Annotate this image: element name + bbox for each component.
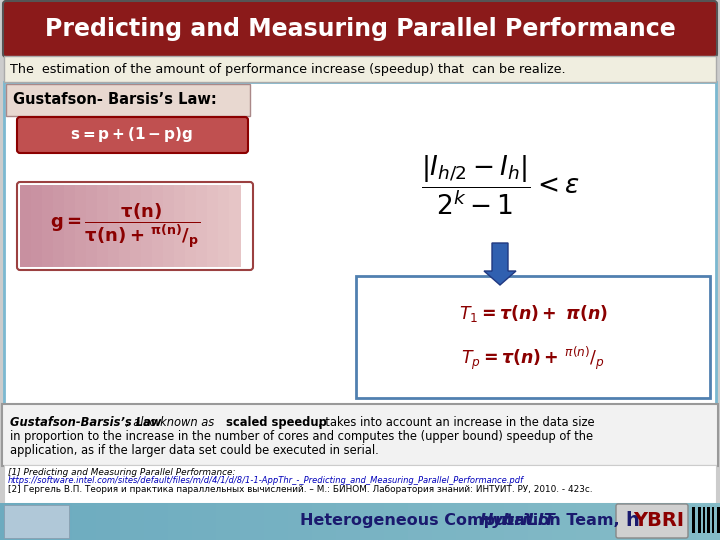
Text: $\dfrac{|I_{h/2} - I_h|}{2^k - 1} < \varepsilon$: $\dfrac{|I_{h/2} - I_h|}{2^k - 1} < \var… xyxy=(420,153,580,217)
Bar xyxy=(24,503,48,540)
Bar xyxy=(97,185,109,267)
FancyBboxPatch shape xyxy=(2,404,718,466)
Text: YBRI: YBRI xyxy=(633,511,684,530)
Bar xyxy=(196,185,208,267)
Text: $\boldsymbol{T_p = \tau(n)+\,^{\pi(n)}/_{p}}$: $\boldsymbol{T_p = \tau(n)+\,^{\pi(n)}/_… xyxy=(461,345,605,372)
Bar xyxy=(480,503,504,540)
Text: [1] Predicting and Measuring Parallel Performance:: [1] Predicting and Measuring Parallel Pe… xyxy=(8,468,235,477)
Bar xyxy=(336,503,360,540)
Bar xyxy=(119,185,131,267)
Bar xyxy=(108,185,120,267)
Text: HybriLIT: HybriLIT xyxy=(480,514,556,529)
Bar xyxy=(185,185,197,267)
Bar xyxy=(600,503,624,540)
Bar xyxy=(4,465,716,503)
Bar xyxy=(696,503,720,540)
Bar xyxy=(163,185,175,267)
FancyArrow shape xyxy=(484,243,516,285)
Text: , takes into account an increase in the data size: , takes into account an increase in the … xyxy=(318,416,595,429)
Text: https://software.intel.com/sites/default/files/m/d/4/1/d/8/1-1-AppThr_-_Predicti: https://software.intel.com/sites/default… xyxy=(8,476,524,485)
Bar xyxy=(312,503,336,540)
Bar xyxy=(528,503,552,540)
Bar xyxy=(648,503,672,540)
Bar xyxy=(552,503,576,540)
Bar xyxy=(4,82,716,405)
Bar xyxy=(288,503,312,540)
Bar xyxy=(86,185,98,267)
FancyBboxPatch shape xyxy=(17,117,248,153)
Bar xyxy=(672,503,696,540)
Bar xyxy=(712,507,714,533)
Bar xyxy=(707,507,710,533)
Bar xyxy=(716,507,719,533)
Bar xyxy=(0,503,720,540)
Bar xyxy=(31,185,43,267)
Text: scaled speedup: scaled speedup xyxy=(226,416,327,429)
FancyBboxPatch shape xyxy=(356,276,710,398)
Bar xyxy=(216,503,240,540)
Bar xyxy=(218,185,230,267)
Bar xyxy=(141,185,153,267)
Bar xyxy=(152,185,164,267)
Text: Gustafson-Barsis’s Law: Gustafson-Barsis’s Law xyxy=(10,416,161,429)
Text: The  estimation of the amount of performance increase (speedup) that  can be rea: The estimation of the amount of performa… xyxy=(10,63,566,76)
FancyBboxPatch shape xyxy=(6,84,250,116)
Bar xyxy=(53,185,65,267)
Text: $\mathbf{s = p + (1-p)g}$: $\mathbf{s = p + (1-p)g}$ xyxy=(71,125,194,145)
Bar xyxy=(504,503,528,540)
Bar xyxy=(75,185,87,267)
Text: h: h xyxy=(625,511,639,530)
Text: in proportion to the increase in the number of cores and computes the (upper bou: in proportion to the increase in the num… xyxy=(10,430,593,443)
Text: , also known as: , also known as xyxy=(126,416,218,429)
Bar xyxy=(42,185,54,267)
Bar xyxy=(0,503,24,540)
Bar xyxy=(360,503,384,540)
Bar xyxy=(624,503,648,540)
Bar xyxy=(144,503,168,540)
Bar xyxy=(192,503,216,540)
Bar xyxy=(240,503,264,540)
Bar xyxy=(576,503,600,540)
Bar xyxy=(4,505,69,538)
Bar xyxy=(168,503,192,540)
Bar xyxy=(456,503,480,540)
FancyBboxPatch shape xyxy=(616,504,688,538)
Bar xyxy=(96,503,120,540)
Text: $\boldsymbol{T_1 = \tau(n)+\ \pi(n)}$: $\boldsymbol{T_1 = \tau(n)+\ \pi(n)}$ xyxy=(459,302,608,323)
Bar xyxy=(130,185,142,267)
Bar xyxy=(174,185,186,267)
Bar xyxy=(72,503,96,540)
Bar xyxy=(207,185,219,267)
Bar xyxy=(20,185,32,267)
Bar xyxy=(64,185,76,267)
Bar xyxy=(384,503,408,540)
Bar xyxy=(48,503,72,540)
Text: Predicting and Measuring Parallel Performance: Predicting and Measuring Parallel Perfor… xyxy=(45,17,675,41)
Bar xyxy=(229,185,241,267)
Bar xyxy=(698,507,701,533)
Bar xyxy=(703,507,705,533)
Text: Heterogeneous Computation Team,: Heterogeneous Computation Team, xyxy=(300,514,625,529)
FancyBboxPatch shape xyxy=(3,1,717,57)
Text: [2] Гергель В.П. Теория и практика параллельных вычислений. – М.: БИНОМ. Лаборат: [2] Гергель В.П. Теория и практика парал… xyxy=(8,485,593,494)
Text: $\mathbf{g = \dfrac{\tau(n)}{\tau(n)+\,^{\pi(n)}/_{p}}}$: $\mathbf{g = \dfrac{\tau(n)}{\tau(n)+\,^… xyxy=(50,201,200,251)
Text: Gustafson- Barsis’s Law:: Gustafson- Barsis’s Law: xyxy=(13,92,217,107)
Bar xyxy=(408,503,432,540)
Bar xyxy=(264,503,288,540)
Bar xyxy=(692,507,695,533)
Text: application, as if the larger data set could be executed in serial.: application, as if the larger data set c… xyxy=(10,444,379,457)
Bar xyxy=(432,503,456,540)
Bar xyxy=(4,56,716,82)
Bar xyxy=(120,503,144,540)
